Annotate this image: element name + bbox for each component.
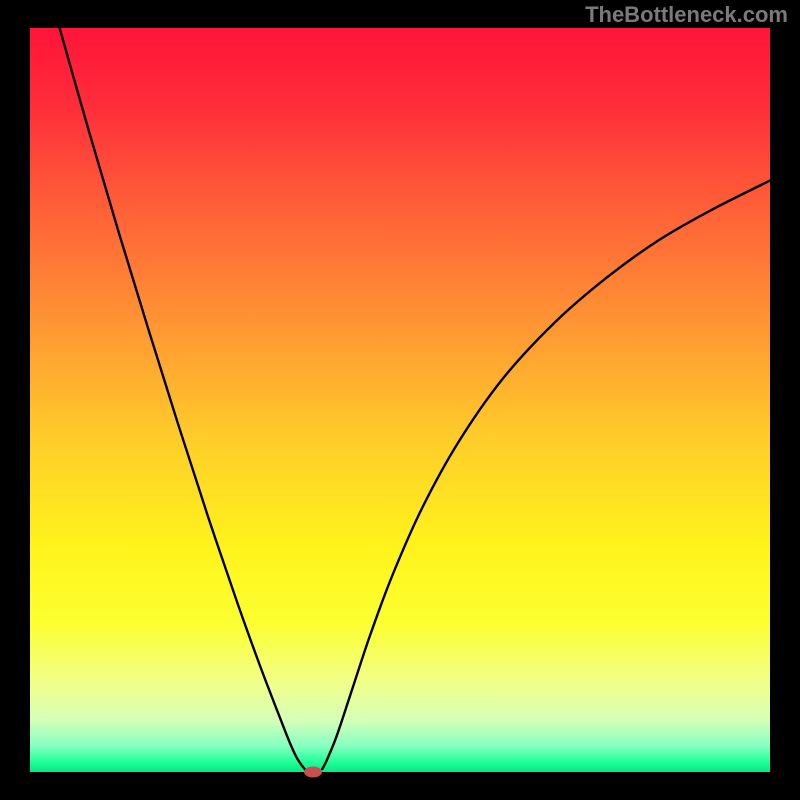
- watermark-text: TheBottleneck.com: [585, 2, 788, 28]
- plot-area: [30, 28, 770, 772]
- chart-minimum-marker: [304, 767, 322, 778]
- chart-curve: [30, 28, 770, 772]
